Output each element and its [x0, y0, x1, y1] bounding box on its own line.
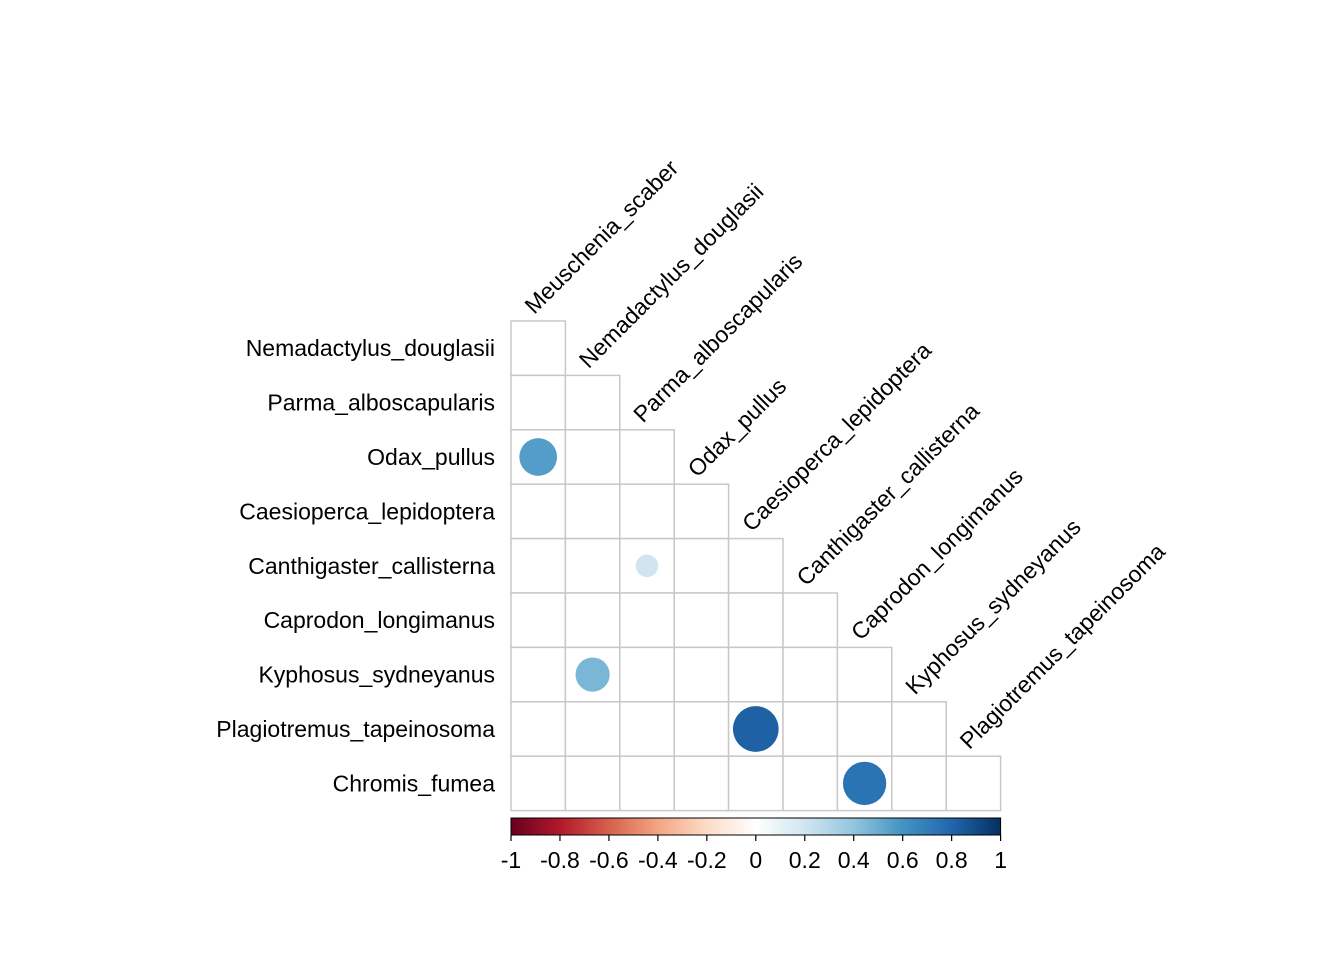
grid-cell	[727, 755, 784, 812]
column-label: Odax_pullus	[683, 373, 792, 482]
colorbar-tick-label: 0	[749, 847, 762, 873]
grid-cell	[510, 320, 567, 377]
grid-cell	[673, 701, 730, 757]
row-label: Caesioperca_lepidoptera	[239, 498, 495, 524]
colorbar-gradient	[510, 817, 1002, 836]
grid-cell	[673, 537, 730, 594]
grid-cell	[782, 646, 839, 703]
grid-cell	[727, 592, 784, 649]
column-label: Plagiotremus_tapeinosoma	[955, 538, 1171, 754]
colorbar-tick-label: -0.4	[638, 847, 678, 873]
grid-cell	[564, 429, 621, 485]
correlation-circle	[732, 706, 779, 752]
column-label: Nemadactylus_douglasii	[574, 178, 769, 373]
grid-cell	[673, 592, 730, 649]
row-label: Plagiotremus_tapeinosoma	[216, 716, 495, 742]
grid-cell	[564, 701, 621, 757]
grid-cell	[564, 537, 621, 594]
colorbar-tick-label: 0.2	[789, 847, 821, 873]
grid-cell	[510, 374, 567, 431]
column-label: Canthigaster_callisterna	[791, 398, 984, 591]
colorbar-tick-label: -0.2	[687, 847, 727, 873]
grid-cell	[836, 701, 893, 757]
grid-cell	[891, 701, 947, 757]
grid-cell	[836, 646, 893, 703]
grid-cell	[619, 592, 675, 649]
colorbar-tick-label: 0.6	[887, 847, 919, 873]
grid-cell	[619, 701, 675, 757]
grid-cell	[782, 701, 839, 757]
grid-cell	[510, 537, 567, 594]
row-label: Nemadactylus_douglasii	[246, 335, 495, 361]
grid-cell	[727, 537, 784, 594]
grid-cell	[564, 592, 621, 649]
grid-cell	[727, 646, 784, 703]
column-label: Kyphosus_sydneyanus	[900, 514, 1086, 700]
grid-cell	[673, 646, 730, 703]
correlation-circle	[635, 554, 659, 578]
row-label: Chromis_fumea	[333, 770, 496, 796]
grid-cell	[564, 483, 621, 540]
grid-cell	[619, 646, 675, 703]
colorbar-tick-label: 0.8	[936, 847, 968, 873]
grid-cell	[891, 755, 947, 812]
grid-cell	[619, 429, 675, 485]
grid-cells	[510, 320, 1002, 812]
grid-cell	[673, 755, 730, 812]
grid-cell	[510, 592, 567, 649]
row-labels: Nemadactylus_douglasii Parma_alboscapular…	[216, 335, 495, 796]
correlation-circle	[575, 657, 610, 692]
row-label: Caprodon_longimanus	[264, 607, 495, 633]
correlation-circles	[519, 438, 887, 806]
row-label: Odax_pullus	[367, 444, 495, 470]
colorbar-tick-label: -0.8	[540, 847, 580, 873]
row-label: Kyphosus_sydneyanus	[258, 662, 495, 688]
colorbar-tick-label: -0.6	[589, 847, 629, 873]
colorbar-tick-label: 1	[994, 847, 1007, 873]
row-label: Canthigaster_callisterna	[248, 553, 495, 579]
grid-cell	[782, 755, 839, 812]
row-label: Parma_alboscapularis	[267, 390, 495, 416]
grid-cell	[619, 755, 675, 812]
colorbar-tick-label: -1	[501, 847, 521, 873]
grid-cell	[510, 755, 567, 812]
grid-cell	[782, 592, 839, 649]
colorbar-tick-label: 0.4	[838, 847, 870, 873]
grid-cell	[619, 483, 675, 540]
grid-cell	[510, 483, 567, 540]
correlation-circle	[519, 438, 558, 476]
grid-cell	[564, 755, 621, 812]
correlation-circle	[842, 761, 887, 806]
grid-cell	[673, 483, 730, 540]
grid-cell	[945, 755, 1002, 812]
colorbar: -1 -0.8 -0.6 -0.4 -0.2 0 0.2 0.4 0.6 0.8 1	[501, 817, 1007, 873]
grid-cell	[510, 701, 567, 757]
column-label: Caesioperca_lepidoptera	[737, 337, 936, 536]
grid-cell	[510, 646, 567, 703]
grid-cell	[564, 374, 621, 431]
